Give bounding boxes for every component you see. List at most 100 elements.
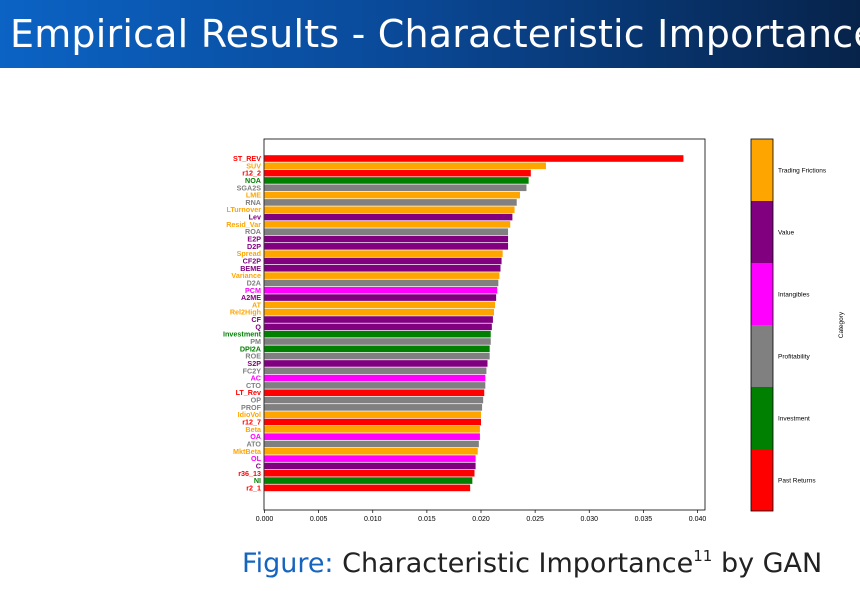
- category-label: Rel2High: [230, 308, 261, 317]
- bar-rel2high: [264, 308, 494, 316]
- category-label: ROE: [245, 352, 261, 361]
- bar-prof: [264, 404, 483, 411]
- bar-at: [264, 301, 496, 309]
- category-label: Spread: [237, 249, 261, 258]
- bar-s2p: [264, 360, 488, 367]
- category-label: ROA: [245, 227, 261, 236]
- bar-r2-1: [264, 484, 471, 492]
- legend-label: Profitability: [778, 354, 811, 361]
- bar-roa: [264, 228, 509, 235]
- bar-spread: [264, 250, 503, 257]
- bar-op: [264, 396, 484, 404]
- bar-ol: [264, 455, 476, 462]
- category-labels-group: ST_REVSUVr12_2NOASGA2SLMERNALTurnoverLev…: [223, 154, 262, 492]
- bar-pcm: [264, 286, 498, 294]
- category-label: PM: [250, 337, 261, 346]
- bar-fc2y: [264, 367, 487, 375]
- category-label: SUV: [246, 161, 261, 170]
- bar-lt-rev: [264, 389, 485, 397]
- category-label: OL: [251, 454, 262, 463]
- category-label: ST_REV: [233, 154, 261, 163]
- caption-suffix: by GAN: [720, 548, 823, 579]
- bar-cto: [264, 382, 486, 389]
- bar-roe: [264, 352, 490, 360]
- bar-investment: [264, 330, 491, 338]
- legend-label: Value: [778, 230, 795, 237]
- legend-swatch-past-returns: [751, 449, 773, 511]
- category-label: AT: [252, 300, 262, 309]
- bars-group: [264, 155, 684, 492]
- bar-dpi2a: [264, 345, 490, 353]
- legend-swatch-investment: [751, 387, 773, 449]
- legend-label: Trading Frictions: [778, 168, 827, 175]
- category-label: OP: [251, 396, 262, 405]
- legend-label: Investment: [778, 416, 810, 423]
- category-label: SGA2S: [237, 183, 262, 192]
- bar-suv: [264, 162, 546, 170]
- category-label: C: [256, 461, 261, 470]
- category-label: CF: [251, 315, 261, 324]
- legend-swatch-trading-frictions: [751, 139, 773, 201]
- category-label: LTurnover: [227, 205, 262, 214]
- x-tick-label: 0.010: [364, 516, 382, 523]
- bar-d2p: [264, 243, 509, 250]
- bar-beme: [264, 265, 501, 272]
- category-label: D2A: [247, 278, 261, 287]
- bar-q: [264, 323, 492, 331]
- bar-c: [264, 462, 476, 470]
- plot-frame: [263, 138, 706, 511]
- category-label: LME: [246, 191, 261, 200]
- x-axis-group: 0.000 0.005 0.010 0.015 0.020 0.025 0.030 0.035…: [256, 510, 706, 523]
- legend-frame: [750, 138, 774, 512]
- category-label: r12_2: [242, 169, 261, 178]
- category-label: Q: [255, 322, 261, 331]
- bar-oa: [264, 433, 480, 440]
- category-label: OA: [250, 432, 261, 441]
- category-label: r36_13: [238, 469, 261, 478]
- bar-ato: [264, 440, 479, 448]
- category-label: FC2Y: [243, 366, 262, 375]
- bar-resid-var: [264, 221, 511, 228]
- x-tick-label: 0.030: [580, 516, 598, 523]
- bar-pm: [264, 338, 491, 345]
- slide-title-bar: Empirical Results - Characteristic Impor…: [0, 0, 860, 68]
- slide-title: Empirical Results - Characteristic Impor…: [10, 12, 860, 56]
- bar-cf2p: [264, 257, 502, 265]
- bar-variance: [264, 272, 500, 279]
- x-tick-label: 0.005: [310, 516, 328, 523]
- category-label: NI: [254, 476, 261, 485]
- bar-beta: [264, 426, 480, 433]
- legend-swatch-profitability: [751, 325, 773, 387]
- category-label: ATO: [246, 439, 261, 448]
- category-label: r2_1: [246, 483, 261, 492]
- bar-lturnover: [264, 206, 515, 214]
- bar-r12-2: [264, 169, 531, 177]
- legend-group: Trading Frictions Value Intangibles Profita…: [750, 138, 845, 512]
- category-label: CTO: [246, 381, 261, 390]
- x-tick-label: 0.015: [418, 516, 436, 523]
- bar-r36-13: [264, 469, 475, 477]
- category-label: RNA: [245, 198, 261, 207]
- x-tick-label: 0.000: [256, 516, 274, 523]
- bar-lme: [264, 191, 520, 199]
- legend-swatch-value: [751, 201, 773, 263]
- category-label: Beta: [245, 425, 262, 434]
- figure-caption: Figure: Characteristic Importance11 by G…: [242, 546, 822, 582]
- x-tick-label: 0.025: [526, 516, 544, 523]
- category-label: Lev: [249, 213, 261, 222]
- legend-swatch-intangibles: [751, 263, 773, 325]
- category-label: LT_Rev: [236, 388, 261, 397]
- category-label: E2P: [247, 235, 261, 244]
- x-tick-label: 0.020: [472, 516, 490, 523]
- category-label: Investment: [223, 330, 262, 339]
- category-label: Resid_Var: [226, 220, 261, 229]
- caption-footnote: 11: [693, 547, 713, 565]
- bar-d2a: [264, 279, 499, 287]
- category-label: PROF: [241, 403, 262, 412]
- category-label: S2P: [247, 359, 261, 368]
- bar-st-rev: [264, 155, 684, 162]
- category-label: IdioVol: [238, 410, 261, 419]
- category-label: A2ME: [241, 293, 261, 302]
- category-label: D2P: [247, 242, 261, 251]
- bar-cf: [264, 316, 493, 323]
